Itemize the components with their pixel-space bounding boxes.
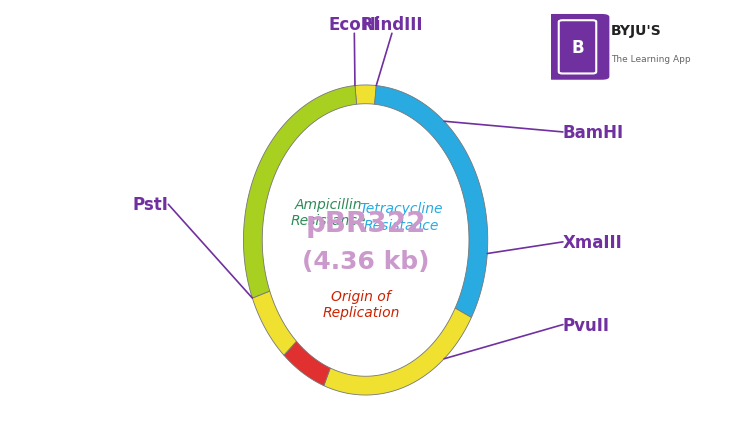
Text: pBR322: pBR322 xyxy=(305,210,426,237)
Text: (4.36 kb): (4.36 kb) xyxy=(302,249,429,273)
Text: Tetracycline
Resistance: Tetracycline Resistance xyxy=(359,202,443,232)
Polygon shape xyxy=(284,342,330,386)
Text: The Learning App: The Learning App xyxy=(611,55,691,64)
Text: PvuII: PvuII xyxy=(563,316,610,334)
Text: PstI: PstI xyxy=(133,196,168,214)
Text: HindIII: HindIII xyxy=(362,16,423,34)
Polygon shape xyxy=(374,86,488,318)
Text: EcoRI: EcoRI xyxy=(328,16,380,34)
Polygon shape xyxy=(355,86,376,105)
Text: Ampicillin
Resistance: Ampicillin Resistance xyxy=(290,197,366,227)
Text: Origin of
Replication: Origin of Replication xyxy=(322,289,400,319)
Polygon shape xyxy=(252,291,296,355)
Polygon shape xyxy=(244,86,356,299)
Text: B: B xyxy=(572,39,584,57)
Text: XmaIII: XmaIII xyxy=(563,233,622,251)
Text: BamHI: BamHI xyxy=(563,124,624,141)
Polygon shape xyxy=(324,309,472,395)
Text: BYJU'S: BYJU'S xyxy=(611,23,662,37)
FancyBboxPatch shape xyxy=(545,15,609,81)
